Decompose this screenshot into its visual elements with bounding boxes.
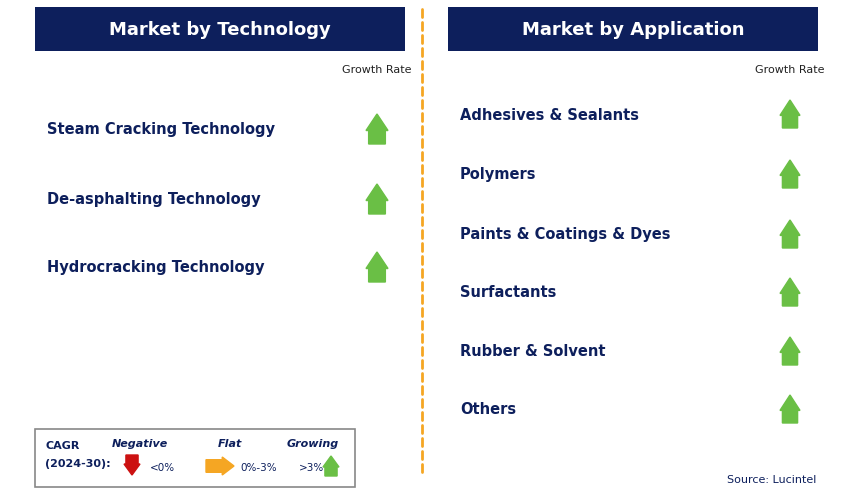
Text: 0%-3%: 0%-3% — [240, 462, 277, 472]
Text: (2024-30):: (2024-30): — [45, 458, 111, 468]
Polygon shape — [323, 456, 339, 476]
Polygon shape — [124, 455, 140, 475]
FancyBboxPatch shape — [448, 8, 818, 52]
Text: Rubber & Solvent: Rubber & Solvent — [460, 344, 605, 359]
Text: Growing: Growing — [287, 438, 339, 448]
Text: CAGR: CAGR — [45, 440, 79, 450]
Text: Growth Rate: Growth Rate — [343, 65, 412, 75]
Polygon shape — [366, 115, 388, 145]
Text: Market by Technology: Market by Technology — [109, 21, 331, 39]
Text: Polymers: Polymers — [460, 167, 537, 182]
Polygon shape — [780, 279, 800, 307]
Text: Others: Others — [460, 402, 517, 417]
Text: Steam Cracking Technology: Steam Cracking Technology — [47, 122, 275, 137]
Text: Surfactants: Surfactants — [460, 285, 556, 300]
Text: Market by Application: Market by Application — [522, 21, 744, 39]
Text: Adhesives & Sealants: Adhesives & Sealants — [460, 107, 639, 122]
FancyBboxPatch shape — [35, 8, 405, 52]
Text: Negative: Negative — [112, 438, 168, 448]
Polygon shape — [780, 337, 800, 365]
Text: De-asphalting Technology: De-asphalting Technology — [47, 192, 261, 207]
Text: >3%: >3% — [299, 462, 324, 472]
Polygon shape — [780, 395, 800, 423]
Text: <0%: <0% — [150, 462, 175, 472]
Text: Source: Lucintel: Source: Lucintel — [727, 474, 816, 484]
Text: Flat: Flat — [218, 438, 242, 448]
Text: Growth Rate: Growth Rate — [755, 65, 825, 75]
Polygon shape — [206, 457, 234, 475]
Text: Paints & Coatings & Dyes: Paints & Coatings & Dyes — [460, 227, 670, 242]
Polygon shape — [780, 161, 800, 188]
Polygon shape — [780, 101, 800, 129]
Text: Hydrocracking Technology: Hydrocracking Technology — [47, 260, 264, 275]
Polygon shape — [366, 185, 388, 214]
FancyBboxPatch shape — [35, 429, 355, 487]
Polygon shape — [366, 253, 388, 283]
Polygon shape — [780, 220, 800, 248]
